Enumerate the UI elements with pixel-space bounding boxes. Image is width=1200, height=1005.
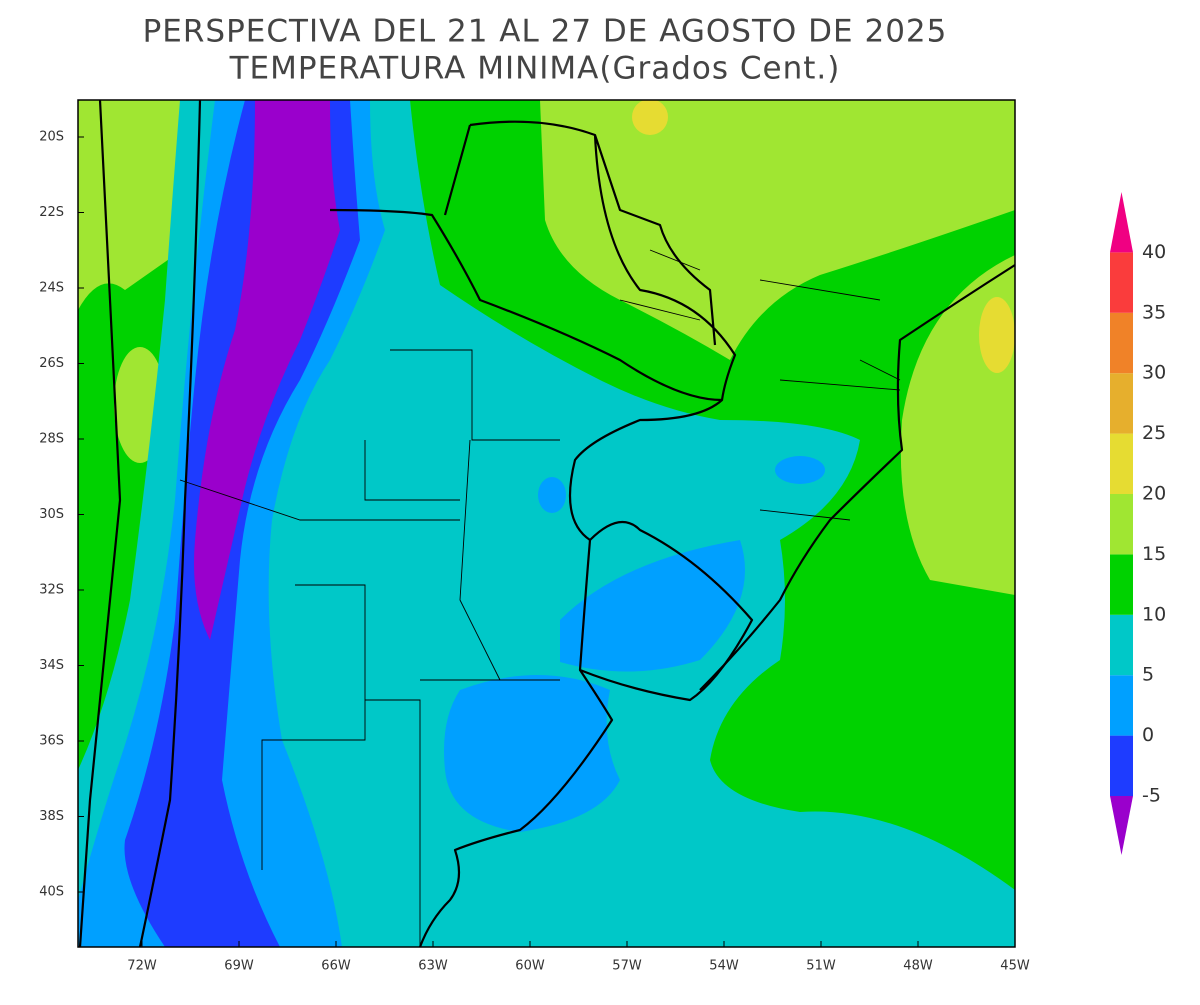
- lat-label: 28S: [39, 432, 64, 447]
- lon-label: 51W: [806, 959, 836, 974]
- lon-label: 57W: [612, 959, 642, 974]
- subtitle: TEMPERATURA MINIMA(Grados Cent.): [229, 51, 841, 87]
- colorbar-bin: [1110, 494, 1133, 555]
- title: PERSPECTIVA DEL 21 AL 27 DE AGOSTO DE 20…: [143, 14, 948, 50]
- lon-label: 69W: [224, 959, 254, 974]
- lat-label: 36S: [39, 734, 64, 749]
- lon-label: 72W: [127, 959, 157, 974]
- country-border: [78, 100, 122, 947]
- colorbar-bin: [1110, 614, 1133, 676]
- country-border: [329, 208, 724, 541]
- colorbar-arrow: [1110, 192, 1133, 253]
- colorbar-label: 0: [1142, 724, 1154, 746]
- country-border: [138, 100, 202, 947]
- map: [78, 100, 1015, 947]
- lat-label: 32S: [39, 583, 64, 598]
- lat-label: 24S: [39, 281, 64, 296]
- colorbar-label: 15: [1142, 543, 1166, 565]
- lon-label: 54W: [709, 959, 739, 974]
- colorbar-bin: [1110, 373, 1133, 434]
- colorbar-bin: [1110, 433, 1133, 494]
- lat-label: 30S: [39, 507, 64, 522]
- lon-label: 45W: [1000, 959, 1030, 974]
- colorbar-arrow: [1110, 796, 1133, 855]
- lat-label: 40S: [39, 885, 64, 900]
- lat-label: 26S: [39, 356, 64, 371]
- lon-label: 63W: [418, 959, 448, 974]
- colorbar-label: 5: [1142, 664, 1154, 686]
- colorbar: -5 0 5 10 15 20 25 30 35 40: [1110, 192, 1166, 855]
- lat-label: 34S: [39, 658, 64, 673]
- coastline: [699, 264, 1015, 691]
- field-0-5: [444, 675, 620, 832]
- colorbar-label: 30: [1142, 362, 1166, 384]
- field-below-minus5: [194, 100, 340, 640]
- lat-label: 20S: [39, 130, 64, 145]
- colorbar-label: 25: [1142, 422, 1166, 444]
- country-border: [578, 520, 754, 702]
- colorbar-bin: [1110, 735, 1133, 796]
- lat-label: 38S: [39, 809, 64, 824]
- country-border: [443, 120, 737, 401]
- province-border: [179, 249, 901, 947]
- colorbar-bin: [1110, 312, 1133, 374]
- colorbar-label: 40: [1142, 241, 1166, 263]
- colorbar-bin: [1110, 252, 1133, 313]
- coastline: [418, 669, 614, 947]
- colorbar-label: -5: [1142, 785, 1161, 807]
- field-0-5: [538, 477, 566, 513]
- field-20-25: [632, 100, 668, 135]
- lon-label: 60W: [515, 959, 545, 974]
- map-frame: [77, 99, 1016, 948]
- colorbar-label: 20: [1142, 483, 1166, 505]
- colorbar-label: 35: [1142, 301, 1166, 323]
- field-0-5: [560, 540, 745, 672]
- lon-label: 48W: [903, 959, 933, 974]
- field-0-5: [775, 456, 825, 484]
- field-20-25: [979, 297, 1015, 373]
- colorbar-bin: [1110, 675, 1133, 736]
- colorbar-bin: [1110, 554, 1133, 615]
- lon-label: 66W: [321, 959, 351, 974]
- colorbar-label: 10: [1142, 603, 1166, 625]
- lat-label: 22S: [39, 205, 64, 220]
